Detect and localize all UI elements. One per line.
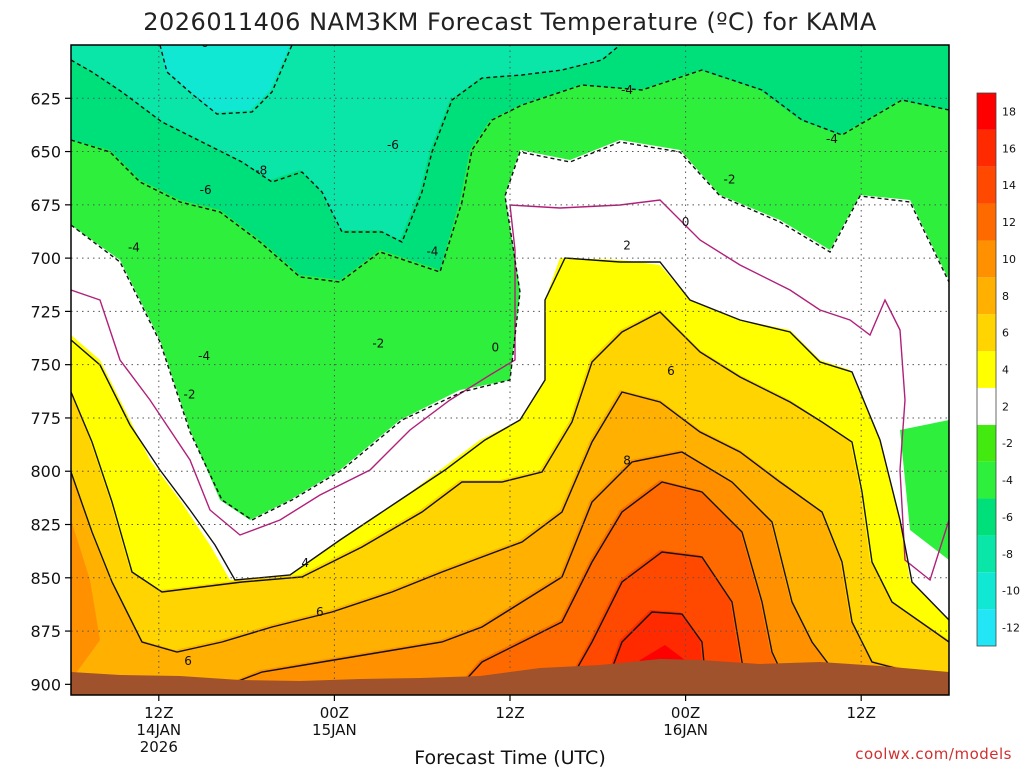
legend-swatch bbox=[977, 387, 996, 425]
x-tick-label: 12Z bbox=[847, 704, 876, 722]
contour-label: 0 bbox=[492, 341, 500, 355]
y-tick-label: 675 bbox=[30, 196, 61, 215]
contour-8 bbox=[201, 451, 863, 695]
x-tick-label: 16JAN bbox=[663, 721, 708, 739]
y-tick-label: 850 bbox=[30, 569, 61, 588]
legend-label: 18 bbox=[1002, 105, 1016, 118]
legend-frame bbox=[976, 92, 997, 647]
x-tick-label: 12Z bbox=[495, 704, 524, 722]
legend-label: 10 bbox=[1002, 253, 1016, 266]
legend-label: 8 bbox=[1002, 290, 1009, 303]
x-tick-label: 14JAN bbox=[136, 721, 181, 739]
credit-text: coolwx.com/models bbox=[855, 745, 1012, 763]
x-tick-label: 15JAN bbox=[312, 721, 357, 739]
contour-label: 6 bbox=[184, 654, 192, 668]
contour-2 bbox=[71, 257, 949, 621]
legend-swatch bbox=[977, 461, 996, 499]
contour-label: -4 bbox=[621, 83, 633, 97]
contour-label: 6 bbox=[316, 605, 324, 619]
legend-swatch bbox=[977, 609, 996, 646]
legend-swatch bbox=[977, 93, 996, 130]
legend-label: 14 bbox=[1002, 179, 1016, 192]
contour-label: -4 bbox=[426, 245, 438, 259]
contour-label: -8 bbox=[255, 164, 267, 178]
legend-label: 2 bbox=[1002, 400, 1009, 413]
zero-contour bbox=[71, 199, 949, 582]
legend-label: -12 bbox=[1002, 622, 1020, 635]
x-tick-label: 2026 bbox=[140, 738, 178, 756]
chart-title: 2026011406 NAM3KM Forecast Temperature (… bbox=[143, 8, 877, 36]
color-legend: -12 -10 -8 -6 -4 -2 2 4 6 8 10 12 14 16 18 bbox=[976, 92, 1020, 647]
legend-label: -6 bbox=[1002, 511, 1013, 524]
y-tick-label: 650 bbox=[30, 143, 61, 162]
legend-swatch bbox=[977, 129, 996, 167]
legend-swatch bbox=[977, 166, 996, 204]
contour-label: -2 bbox=[372, 336, 384, 350]
band-cyan bbox=[160, 45, 290, 112]
y-axis: 625 650 675 700 725 750 775 800 825 850 875 900 bbox=[30, 89, 71, 694]
legend-swatch bbox=[977, 240, 996, 278]
contour-label: 6 bbox=[667, 364, 675, 378]
legend-swatch bbox=[977, 424, 996, 462]
contour-minus4 bbox=[71, 69, 949, 283]
legend-label: -8 bbox=[1002, 548, 1013, 561]
contour-6 bbox=[71, 391, 949, 683]
legend-label: 12 bbox=[1002, 216, 1016, 229]
contour-minus6 bbox=[71, 45, 621, 243]
contour-label: -6 bbox=[200, 183, 212, 197]
legend-swatch bbox=[977, 314, 996, 352]
contour-label: 0 bbox=[682, 215, 690, 229]
contour-label: -4 bbox=[128, 240, 140, 254]
legend-swatch bbox=[977, 498, 996, 536]
contour-label-group: -6 -8 -6 -6 -4 -4 -2 -4 -4 -4 -2 -2 0 0 2 6 8 4 6 6 bbox=[128, 36, 838, 668]
x-tick-label: 00Z bbox=[671, 704, 700, 722]
legend-swatch bbox=[977, 535, 996, 573]
contour-label: -4 bbox=[198, 349, 210, 363]
legend-swatch bbox=[977, 203, 996, 241]
y-tick-label: 800 bbox=[30, 462, 61, 481]
plot-area: -6 -8 -6 -6 -4 -4 -2 -4 -4 -4 -2 -2 0 0 2 6 8 4 6 6 bbox=[71, 36, 949, 695]
contour-minus8 bbox=[159, 45, 293, 115]
legend-label: 16 bbox=[1002, 142, 1016, 155]
grid-lines bbox=[71, 45, 949, 695]
contour-4 bbox=[71, 311, 949, 643]
legend-swatch bbox=[977, 277, 996, 315]
legend-label: 6 bbox=[1002, 327, 1009, 340]
contour-label: -6 bbox=[387, 138, 399, 152]
contour-label: 8 bbox=[623, 454, 631, 468]
contour-12 bbox=[561, 551, 753, 695]
legend-label: -2 bbox=[1002, 437, 1013, 450]
legend-swatch bbox=[977, 572, 996, 610]
contour-minus2 bbox=[71, 141, 949, 521]
legend-label: -4 bbox=[1002, 474, 1013, 487]
y-tick-label: 725 bbox=[30, 302, 61, 321]
contour-lines bbox=[71, 45, 949, 695]
contour-10 bbox=[451, 481, 793, 695]
x-tick-label: 00Z bbox=[320, 704, 349, 722]
contour-label: -6 bbox=[197, 36, 209, 50]
contour-label: -2 bbox=[724, 172, 736, 186]
y-tick-label: 700 bbox=[30, 249, 61, 268]
contour-label: 2 bbox=[623, 238, 631, 252]
y-tick-label: 900 bbox=[30, 675, 61, 694]
y-tick-label: 750 bbox=[30, 356, 61, 375]
contour-label: -2 bbox=[184, 388, 196, 402]
y-tick-label: 825 bbox=[30, 516, 61, 535]
legend-label: 4 bbox=[1002, 364, 1009, 377]
contour-label: 4 bbox=[301, 556, 309, 570]
legend-swatch bbox=[977, 351, 996, 388]
y-tick-label: 875 bbox=[30, 622, 61, 641]
y-tick-label: 775 bbox=[30, 409, 61, 428]
ground-surface bbox=[71, 659, 949, 695]
legend-label: -10 bbox=[1002, 585, 1020, 598]
contour-14 bbox=[601, 611, 708, 695]
x-tick-label: 12Z bbox=[144, 704, 173, 722]
contour-label: -4 bbox=[826, 132, 838, 146]
y-tick-label: 625 bbox=[30, 89, 61, 108]
x-axis-label: Forecast Time (UTC) bbox=[414, 747, 605, 768]
